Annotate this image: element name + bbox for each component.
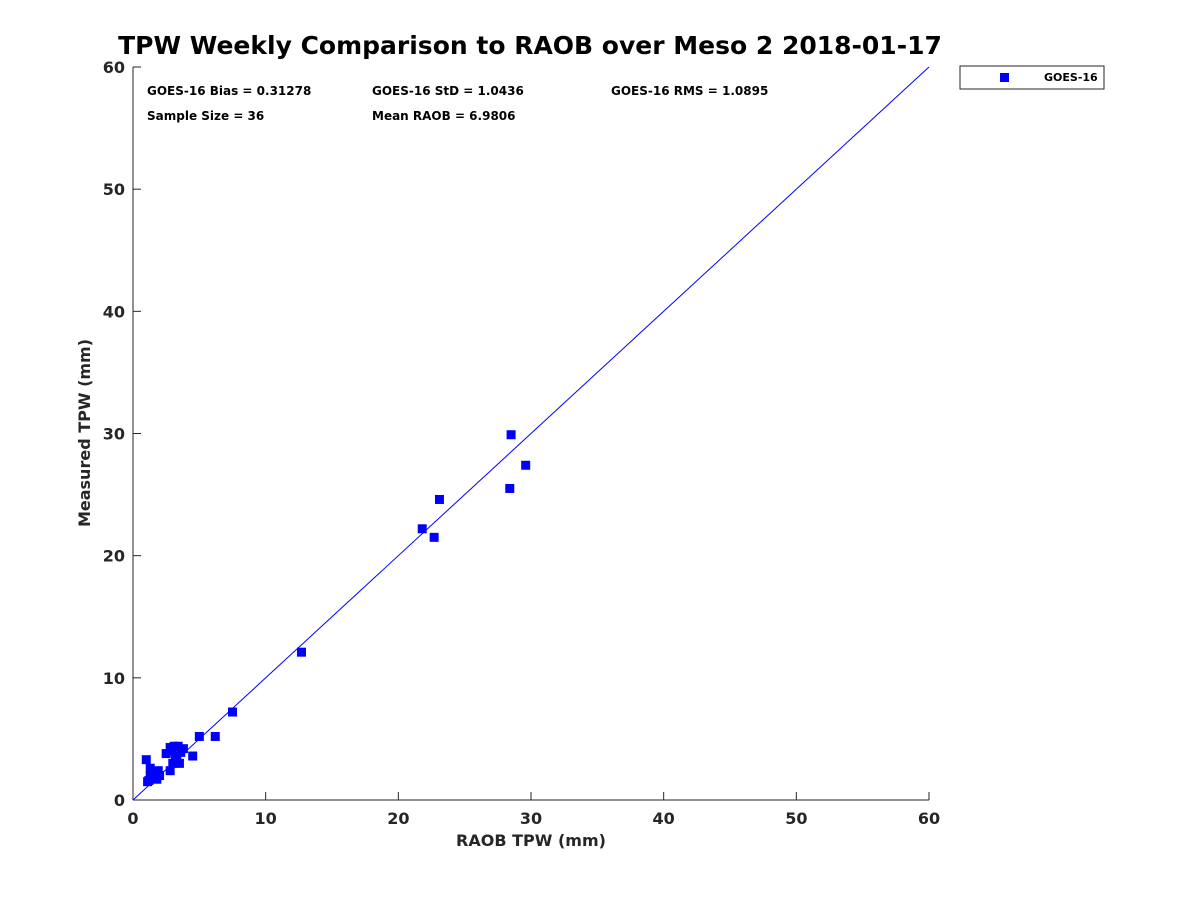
data-point — [429, 532, 439, 542]
rms-stat: GOES-16 RMS = 1.0895 — [611, 84, 768, 98]
y-tick-label: 50 — [103, 180, 125, 199]
data-points — [141, 430, 531, 787]
data-point — [506, 430, 516, 440]
x-tick-label: 50 — [785, 809, 807, 828]
bias-stat: GOES-16 Bias = 0.31278 — [147, 84, 311, 98]
plot-area: 0 10 20 30 40 50 60 0 10 20 30 40 50 60 — [103, 58, 940, 828]
y-tick-label: 0 — [114, 791, 125, 810]
x-tick-label: 60 — [918, 809, 940, 828]
data-point — [166, 746, 176, 756]
legend-box — [959, 65, 1105, 90]
y-ticks: 0 10 20 30 40 50 60 — [103, 58, 141, 810]
x-tick-label: 0 — [127, 809, 138, 828]
data-point — [174, 758, 184, 768]
data-point — [228, 707, 237, 717]
y-tick-label: 40 — [103, 302, 125, 321]
data-point — [176, 747, 186, 757]
x-axis-label: RAOB TPW (mm) — [456, 831, 606, 850]
y-tick-label: 10 — [103, 669, 125, 688]
data-point — [145, 763, 155, 773]
y-axis-label: Measured TPW (mm) — [75, 339, 94, 527]
data-point — [161, 749, 171, 759]
data-point — [521, 460, 531, 470]
x-tick-label: 20 — [387, 809, 409, 828]
x-ticks: 0 10 20 30 40 50 60 — [127, 792, 940, 828]
y-tick-label: 60 — [103, 58, 125, 77]
legend-marker-goes16 — [1000, 73, 1009, 82]
statistics-annotations: GOES-16 Bias = 0.31278 GOES-16 StD = 1.0… — [147, 84, 768, 123]
legend-label-goes16: GOES-16 — [1044, 71, 1098, 84]
data-point — [168, 758, 178, 768]
data-point — [141, 755, 151, 765]
data-point — [145, 771, 155, 781]
y-tick-label: 20 — [103, 547, 125, 566]
data-point — [417, 524, 427, 534]
data-point — [170, 751, 180, 761]
mean-raob-stat: Mean RAOB = 6.9806 — [372, 109, 516, 123]
chart-title: TPW Weekly Comparison to RAOB over Meso … — [118, 31, 942, 60]
y-tick-label: 30 — [103, 425, 125, 444]
data-point — [194, 731, 204, 741]
one-to-one-reference-line — [132, 66, 930, 801]
data-point — [188, 751, 198, 761]
legend: GOES-16 — [959, 65, 1105, 90]
x-tick-label: 30 — [520, 809, 542, 828]
data-point — [505, 483, 515, 493]
x-tick-label: 10 — [255, 809, 277, 828]
data-point — [151, 768, 161, 778]
sample-size-stat: Sample Size = 36 — [147, 109, 264, 123]
data-point — [434, 494, 444, 504]
data-point — [143, 777, 153, 787]
data-point — [165, 766, 175, 776]
x-tick-label: 40 — [653, 809, 675, 828]
std-stat: GOES-16 StD = 1.0436 — [372, 84, 524, 98]
data-point — [210, 731, 220, 741]
data-point — [296, 647, 306, 657]
data-point — [152, 774, 162, 784]
